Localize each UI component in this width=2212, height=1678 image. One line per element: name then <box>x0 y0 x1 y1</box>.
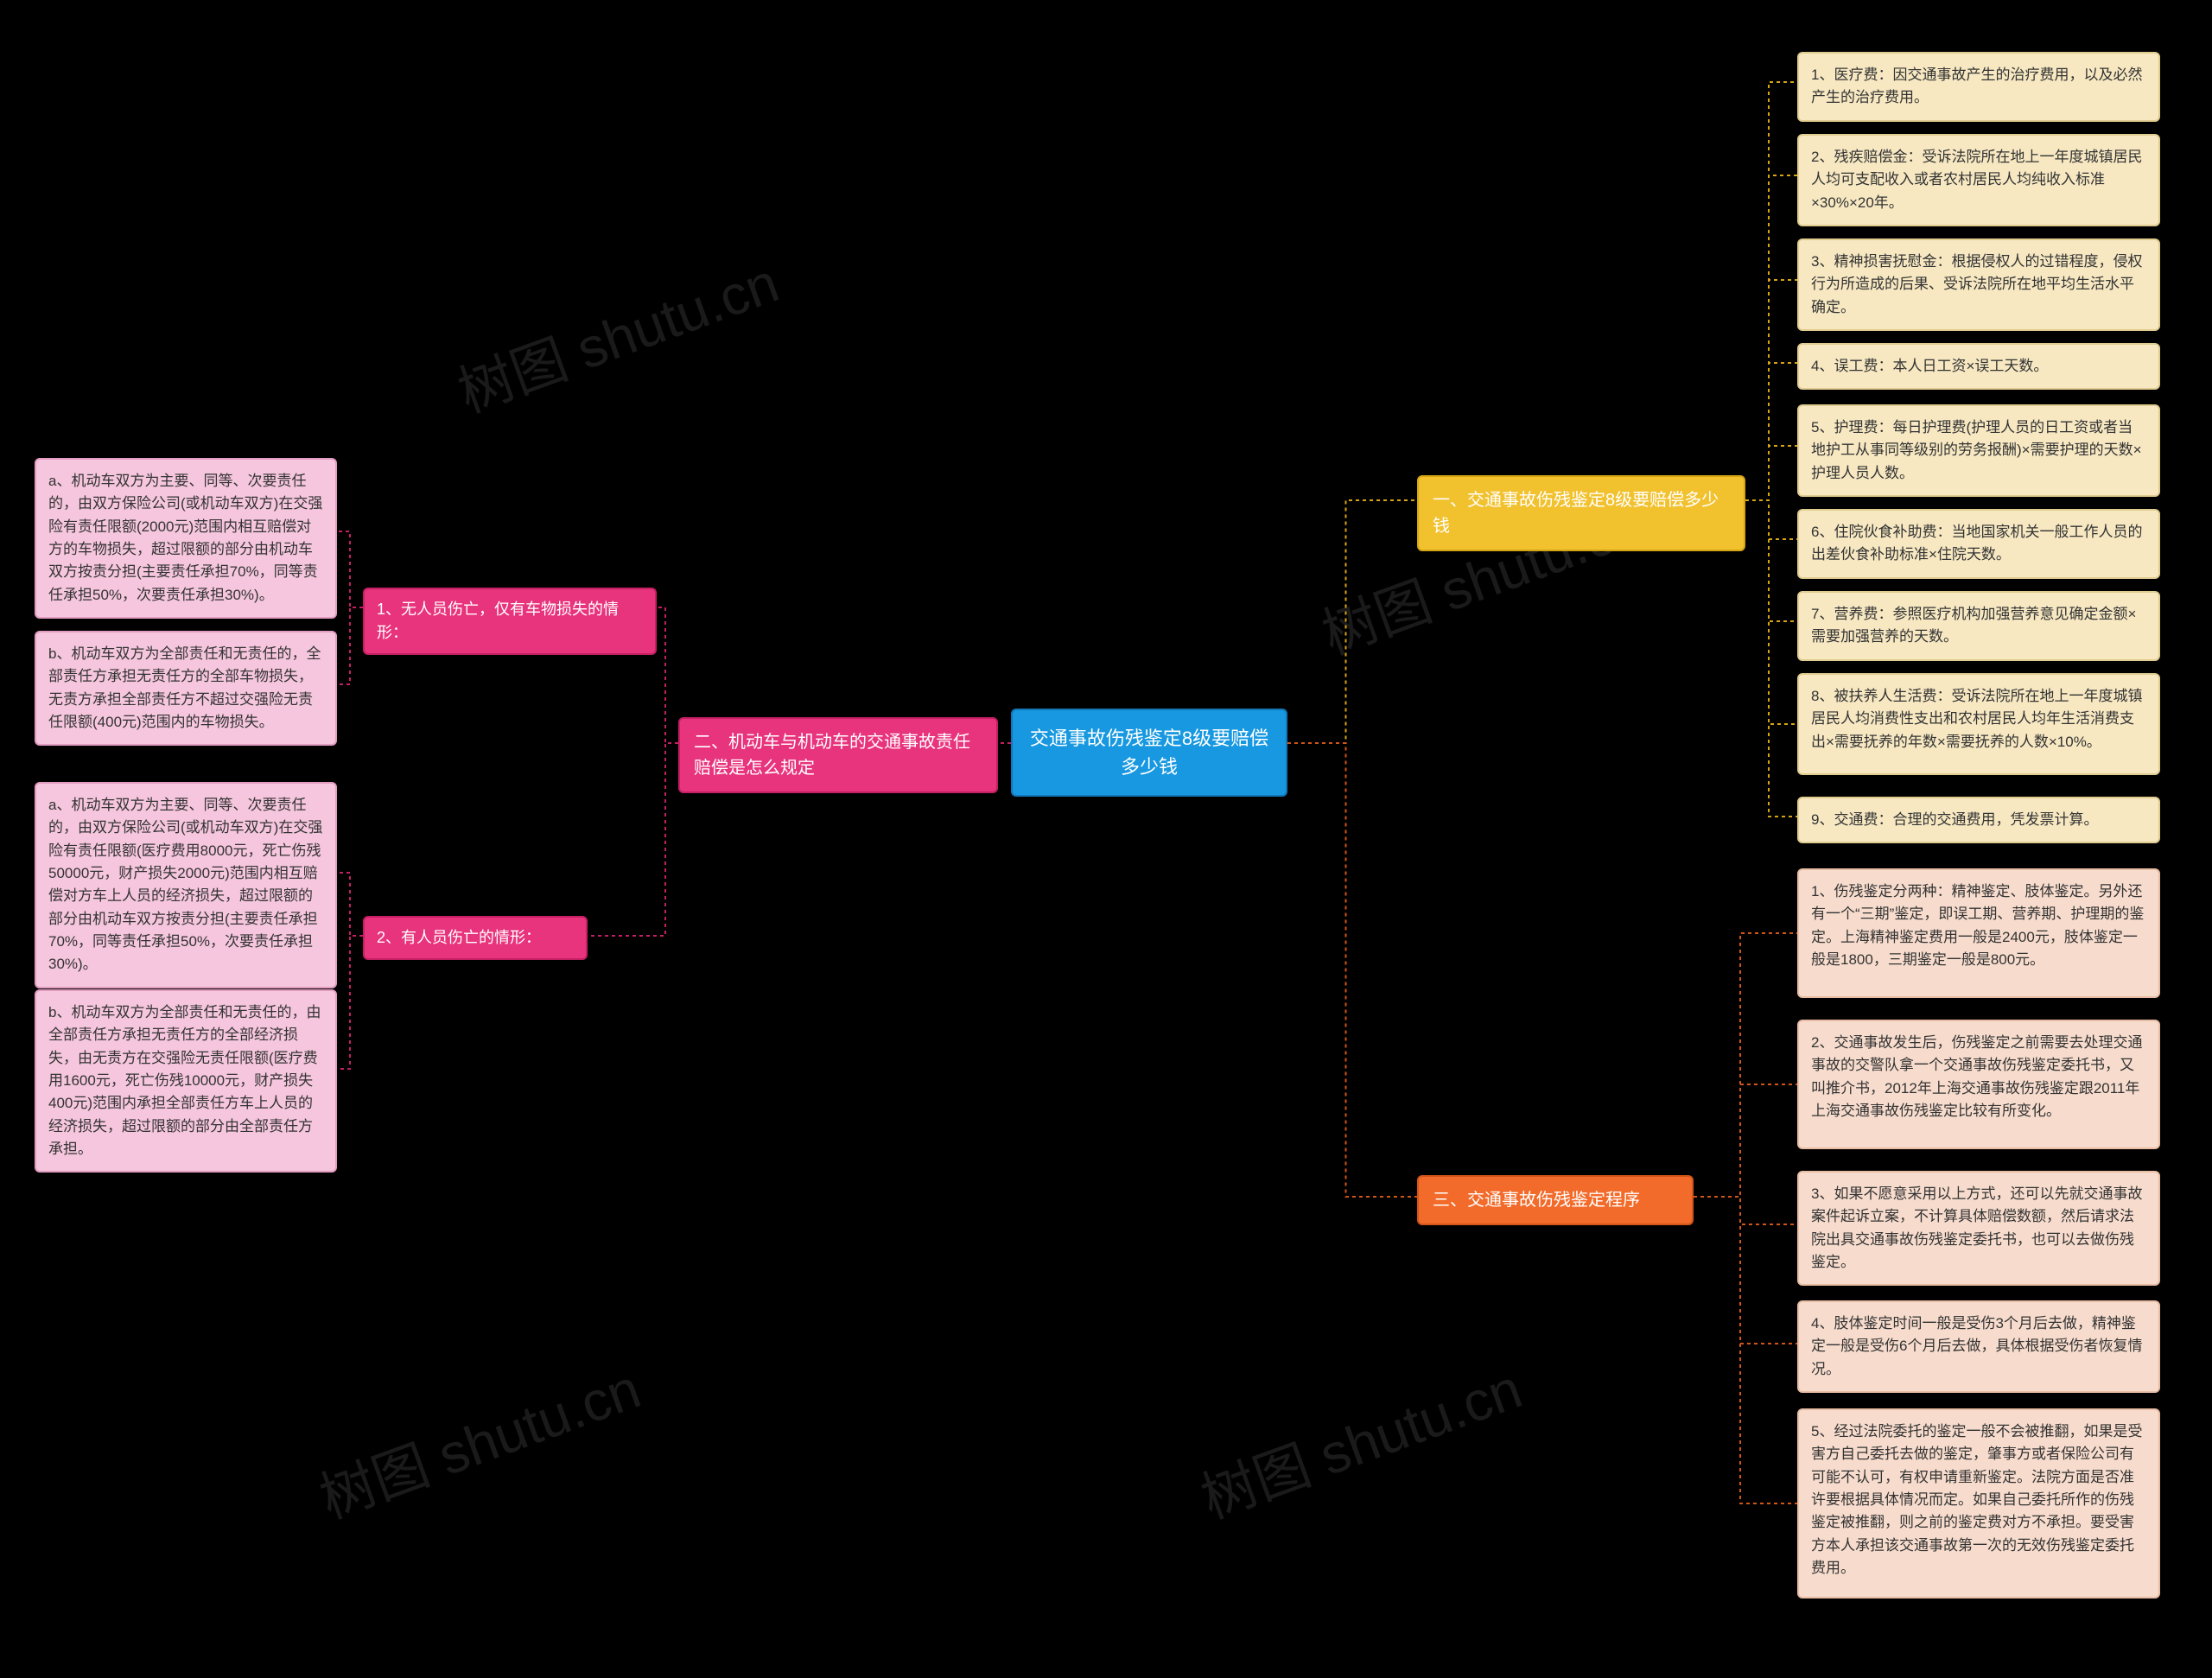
leaf-node[interactable]: 2、残疾赔偿金：受诉法院所在地上一年度城镇居民人均可支配收入或者农村居民人均纯收… <box>1797 134 2160 226</box>
leaf-node[interactable]: a、机动车双方为主要、同等、次要责任的，由双方保险公司(或机动车双方)在交强险有… <box>35 782 337 988</box>
branch-3[interactable]: 三、交通事故伤残鉴定程序 <box>1417 1175 1694 1225</box>
leaf-node[interactable]: 1、伤残鉴定分两种：精神鉴定、肢体鉴定。另外还有一个“三期”鉴定，即误工期、营养… <box>1797 868 2160 998</box>
leaf-node[interactable]: 6、住院伙食补助费：当地国家机关一般工作人员的出差伙食补助标准×住院天数。 <box>1797 509 2160 579</box>
center-node[interactable]: 交通事故伤残鉴定8级要赔偿多少钱 <box>1011 709 1287 797</box>
leaf-node[interactable]: 7、营养费：参照医疗机构加强营养意见确定金额×需要加强营养的天数。 <box>1797 591 2160 661</box>
leaf-node[interactable]: 2、交通事故发生后，伤残鉴定之前需要去处理交通事故的交警队拿一个交通事故伤残鉴定… <box>1797 1020 2160 1149</box>
leaf-node[interactable]: 9、交通费：合理的交通费用，凭发票计算。 <box>1797 797 2160 843</box>
leaf-node[interactable]: 3、如果不愿意采用以上方式，还可以先就交通事故案件起诉立案，不计算具体赔偿数额，… <box>1797 1171 2160 1286</box>
leaf-node[interactable]: 4、误工费：本人日工资×误工天数。 <box>1797 343 2160 390</box>
branch-2[interactable]: 二、机动车与机动车的交通事故责任赔偿是怎么规定 <box>678 717 998 793</box>
branch-1[interactable]: 一、交通事故伤残鉴定8级要赔偿多少钱 <box>1417 475 1745 551</box>
leaf-node[interactable]: 1、医疗费：因交通事故产生的治疗费用，以及必然产生的治疗费用。 <box>1797 52 2160 122</box>
leaf-node[interactable]: 5、护理费：每日护理费(护理人员的日工资或者当地护工从事同等级别的劳务报酬)×需… <box>1797 404 2160 497</box>
leaf-node[interactable]: b、机动车双方为全部责任和无责任的，全部责任方承担无责任方的全部车物损失，无责方… <box>35 631 337 746</box>
watermark: 树图 shutu.cn <box>1189 1344 1531 1534</box>
leaf-node[interactable]: 3、精神损害抚慰金：根据侵权人的过错程度，侵权行为所造成的后果、受诉法院所在地平… <box>1797 238 2160 331</box>
sub-node[interactable]: 1、无人员伤亡，仅有车物损失的情形： <box>363 588 657 655</box>
leaf-node[interactable]: a、机动车双方为主要、同等、次要责任的，由双方保险公司(或机动车双方)在交强险有… <box>35 458 337 619</box>
leaf-node[interactable]: b、机动车双方为全部责任和无责任的，由全部责任方承担无责任方的全部经济损失，由无… <box>35 989 337 1173</box>
leaf-node[interactable]: 8、被扶养人生活费：受诉法院所在地上一年度城镇居民人均消费性支出和农村居民人均年… <box>1797 673 2160 775</box>
watermark: 树图 shutu.cn <box>446 238 788 428</box>
leaf-node[interactable]: 5、经过法院委托的鉴定一般不会被推翻，如果是受害方自己委托去做的鉴定，肇事方或者… <box>1797 1408 2160 1599</box>
sub-node[interactable]: 2、有人员伤亡的情形： <box>363 916 588 960</box>
leaf-node[interactable]: 4、肢体鉴定时间一般是受伤3个月后去做，精神鉴定一般是受伤6个月后去做，具体根据… <box>1797 1300 2160 1393</box>
mindmap-canvas: 树图 shutu.cn 树图 shutu.cn 树图 shutu.cn 树图 s… <box>0 0 2212 1678</box>
watermark: 树图 shutu.cn <box>308 1344 650 1534</box>
